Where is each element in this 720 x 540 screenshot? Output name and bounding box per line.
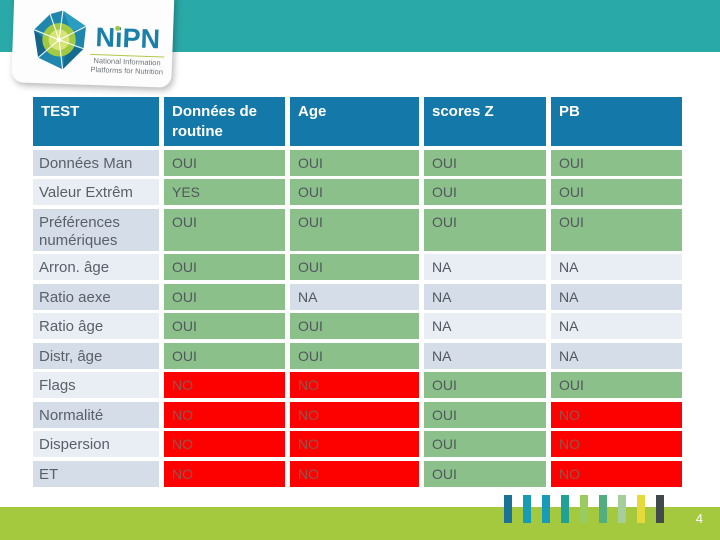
- logo-brand: NiPN: [95, 22, 161, 55]
- row-label: Ratio aexe: [33, 283, 159, 310]
- matrix-cell: OUI: [424, 149, 546, 176]
- matrix-cell: NA: [424, 313, 546, 339]
- matrix-cell: NO: [551, 431, 682, 457]
- matrix-cell: OUI: [551, 149, 682, 176]
- matrix-cell: NA: [551, 313, 682, 339]
- matrix-cell: NO: [551, 401, 682, 428]
- row-label: Préférences numériques: [33, 208, 159, 251]
- matrix-cell: OUI: [551, 208, 682, 251]
- matrix-cell: OUI: [290, 179, 419, 205]
- deco-bar: [599, 495, 607, 523]
- matrix-cell: OUI: [424, 208, 546, 251]
- matrix-cell: NO: [164, 460, 285, 487]
- matrix-cell: OUI: [424, 179, 546, 205]
- column-header-2: Age: [290, 97, 419, 146]
- row-label: Valeur Extrêm: [33, 179, 159, 205]
- matrix-cell: NA: [551, 283, 682, 310]
- matrix-cell: OUI: [290, 342, 419, 369]
- nipn-gem-icon: [33, 10, 87, 70]
- deco-bar: [637, 495, 645, 523]
- matrix-cell: OUI: [290, 313, 419, 339]
- matrix-cell: NA: [424, 254, 546, 280]
- column-header-3: scores Z: [424, 97, 546, 146]
- matrix-cell: OUI: [424, 401, 546, 428]
- matrix-cell: NA: [424, 342, 546, 369]
- deco-bar: [618, 495, 626, 523]
- matrix-cell: NO: [290, 431, 419, 457]
- matrix-cell: NO: [290, 401, 419, 428]
- matrix-cell: NO: [290, 460, 419, 487]
- row-label: Données Man: [33, 149, 159, 176]
- column-header-0: TEST: [33, 97, 159, 146]
- deco-bar: [504, 495, 512, 523]
- row-label: Arron. âge: [33, 254, 159, 280]
- matrix-cell: OUI: [164, 283, 285, 310]
- deco-bar: [656, 495, 664, 523]
- row-label: Ratio âge: [33, 313, 159, 339]
- deco-bar: [523, 495, 531, 523]
- matrix-cell: OUI: [164, 254, 285, 280]
- matrix-cell: OUI: [164, 342, 285, 369]
- matrix-cell: OUI: [424, 460, 546, 487]
- matrix-cell: NA: [551, 342, 682, 369]
- matrix-cell: NA: [290, 283, 419, 310]
- column-header-1: Données de routine: [164, 97, 285, 146]
- matrix-cell: NO: [164, 401, 285, 428]
- matrix-cell: OUI: [551, 179, 682, 205]
- column-header-4: PB: [551, 97, 682, 146]
- footer-deco-bars: [504, 495, 664, 523]
- page-number: 4: [695, 511, 703, 526]
- matrix-cell: NA: [424, 283, 546, 310]
- logo-text-block: NiPN National Information Platforms for …: [90, 22, 166, 77]
- nipn-logo-card: NiPN National Information Platforms for …: [11, 0, 175, 88]
- row-label: ET: [33, 460, 159, 487]
- matrix-cell: OUI: [164, 313, 285, 339]
- matrix-cell: OUI: [290, 149, 419, 176]
- matrix-cell: OUI: [290, 208, 419, 251]
- matrix-cell: OUI: [164, 208, 285, 251]
- matrix-cell: OUI: [290, 254, 419, 280]
- matrix-cell: NO: [164, 431, 285, 457]
- matrix-cell: NO: [551, 460, 682, 487]
- row-label: Flags: [33, 372, 159, 398]
- test-matrix-table: TEST Données de routine Age scores Z PB Donné…: [33, 97, 682, 487]
- deco-bar: [561, 495, 569, 523]
- matrix-cell: OUI: [164, 149, 285, 176]
- matrix-cell: YES: [164, 179, 285, 205]
- row-label: Dispersion: [33, 431, 159, 457]
- row-label: Distr, âge: [33, 342, 159, 369]
- matrix-cell: OUI: [551, 372, 682, 398]
- logo-tagline-line2: Platforms for Nutrition: [90, 64, 164, 77]
- matrix-cell: NO: [164, 372, 285, 398]
- matrix-cell: NA: [551, 254, 682, 280]
- row-label: Normalité: [33, 401, 159, 428]
- matrix-cell: OUI: [424, 372, 546, 398]
- matrix-cell: NO: [290, 372, 419, 398]
- deco-bar: [542, 495, 550, 523]
- matrix-cell: OUI: [424, 431, 546, 457]
- deco-bar: [580, 495, 588, 523]
